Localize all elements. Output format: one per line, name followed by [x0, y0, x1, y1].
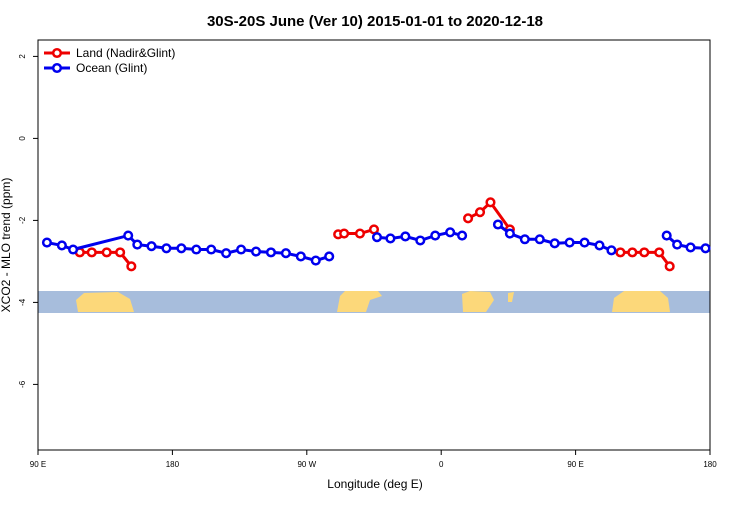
x-tick-label: 90 E	[30, 460, 46, 469]
point	[385, 233, 396, 244]
point	[354, 228, 366, 239]
point	[250, 246, 262, 257]
x-tick-label: 0	[439, 460, 444, 469]
y-tick-label: 2	[18, 54, 27, 59]
point	[504, 228, 515, 239]
point	[86, 247, 97, 258]
point	[371, 232, 383, 243]
point	[485, 197, 496, 208]
x-axis-label: Longitude (deg E)	[327, 477, 422, 491]
point	[445, 227, 456, 238]
point	[415, 235, 426, 246]
point	[132, 239, 143, 250]
point	[519, 234, 530, 245]
point	[672, 239, 683, 250]
x-tick-label: 180	[166, 460, 180, 469]
point	[280, 248, 291, 259]
point	[534, 234, 545, 245]
point	[221, 248, 232, 259]
legend-label: Land (Nadir&Glint)	[76, 46, 175, 60]
point	[339, 228, 350, 239]
point	[56, 240, 67, 251]
point	[685, 242, 696, 253]
land-mask-strip	[38, 291, 710, 313]
point	[206, 244, 217, 255]
point	[463, 213, 474, 224]
y-tick-label: -2	[18, 216, 27, 224]
y-tick-label: -6	[18, 380, 27, 388]
x-tick-label: 90 E	[567, 460, 583, 469]
point	[564, 237, 575, 248]
point	[700, 243, 711, 254]
point	[492, 219, 503, 230]
point	[126, 261, 137, 272]
legend-label: Ocean (Glint)	[76, 61, 147, 75]
point	[295, 251, 306, 262]
point	[68, 244, 79, 255]
point	[664, 261, 675, 272]
point	[474, 207, 486, 218]
y-tick-label: 0	[18, 136, 27, 141]
legend-marker	[51, 62, 63, 74]
point	[123, 230, 134, 241]
point	[161, 243, 172, 254]
point	[400, 231, 411, 242]
y-axis-label: XCO2 - MLO trend (ppm)	[0, 178, 13, 313]
point	[324, 251, 335, 262]
point	[310, 255, 321, 266]
legend-marker	[51, 47, 63, 59]
point	[265, 247, 277, 258]
point	[594, 240, 605, 251]
x-tick-label: 90 W	[297, 460, 316, 469]
point	[176, 243, 187, 254]
point	[236, 244, 247, 255]
point	[579, 237, 590, 248]
point	[430, 230, 441, 241]
point	[191, 244, 202, 255]
point	[146, 241, 157, 252]
point	[101, 247, 112, 258]
point	[41, 237, 53, 248]
point	[639, 247, 650, 258]
point	[115, 247, 126, 258]
point	[654, 247, 665, 258]
chart-title: 30S-20S June (Ver 10) 2015-01-01 to 2020…	[207, 13, 543, 30]
point	[606, 245, 617, 256]
x-tick-label: 180	[703, 460, 717, 469]
point	[457, 230, 468, 241]
point	[661, 230, 672, 241]
point	[549, 238, 560, 249]
y-tick-label: -4	[18, 298, 27, 306]
point	[627, 247, 638, 258]
plot-frame	[37, 39, 711, 451]
point	[615, 247, 626, 258]
point	[368, 224, 380, 235]
